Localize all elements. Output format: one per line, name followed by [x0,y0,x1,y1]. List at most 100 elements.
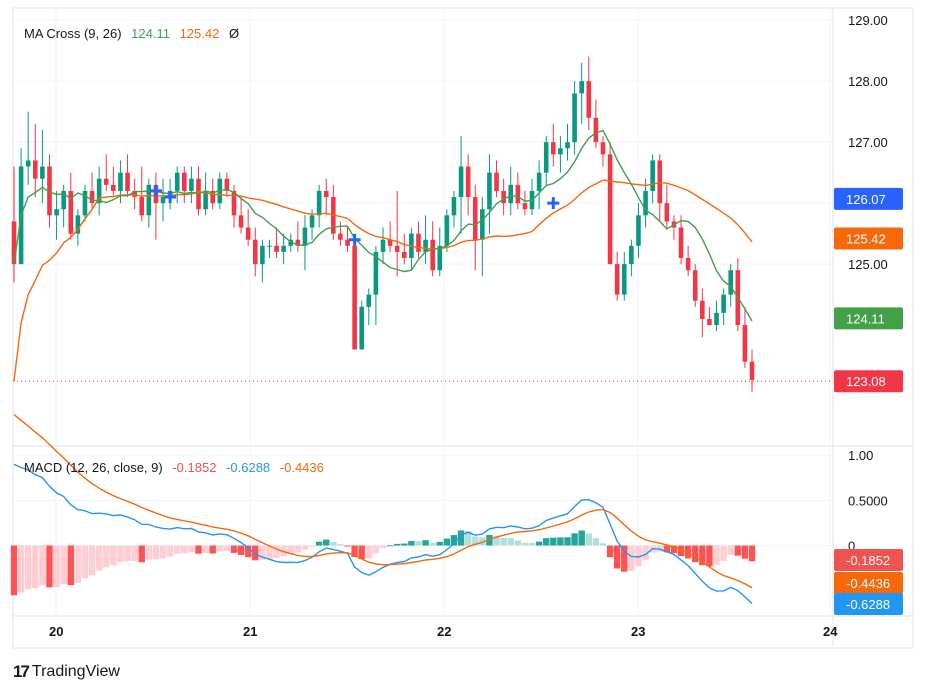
macd-histogram-bar [24,545,32,590]
candle-body [621,264,627,295]
candle-body [189,178,194,191]
candle-body [692,270,698,301]
candle-body [657,160,663,204]
macd-histogram-bar [464,531,472,546]
macd-tag-label: -0.1852 [846,553,890,568]
macd-histogram-bar [74,545,82,583]
macd-tag-label: -0.4436 [846,576,890,591]
macd-histogram-bar [308,545,316,547]
macd-histogram-bar [174,545,181,554]
macd-histogram-bar [32,545,39,589]
macd-hist-value: -0.1852 [172,460,217,475]
candle-body [643,190,648,216]
candle-body [103,178,109,185]
cross-marker-icon [547,197,560,210]
macd-histogram-bar [237,545,245,556]
macd-histogram-bar [351,545,358,557]
macd-histogram-bar [408,540,415,546]
candle-body [118,172,123,191]
candle-body [61,190,66,210]
macd-histogram-bar [81,545,89,579]
macd-histogram-bar [472,536,479,546]
macd-histogram-bar [578,530,585,546]
candle-body [472,197,478,240]
macd-histogram-bar [152,545,160,560]
macd-histogram-bar [706,545,713,567]
candle-body [742,325,748,362]
candle-body [295,239,301,246]
ma-cross-legend: MA Cross (9, 26) 124.11 125.42 Ø [24,26,245,41]
macd-histogram-bar [450,535,458,546]
macd-histogram-bar [294,545,302,553]
macd-histogram-bar [195,545,202,554]
macd-histogram-bar [124,545,131,562]
macd-histogram-bar [67,545,74,586]
macd-tag-label: -0.6288 [846,597,890,612]
macd-histogram-bar [386,545,394,547]
y-tick-label: 0 [848,539,855,554]
y-tick-label: 128.00 [848,74,888,89]
macd-histogram-bar [493,535,500,546]
macd-line-value: -0.6288 [226,460,271,475]
macd-histogram-bar [216,545,223,552]
candle-body [231,190,237,216]
candle-body [572,93,577,143]
macd-histogram-bar [287,545,294,555]
candle-body [551,142,556,155]
macd-histogram-bar [599,543,607,546]
tradingview-logo[interactable]: 17 TradingView [13,662,120,682]
candle-body [274,245,279,252]
candle-body [345,239,350,246]
macd-histogram-bar [635,545,642,567]
macd-histogram-bar [557,537,564,546]
macd-histogram-bar [372,545,380,554]
macd-histogram-bar [734,545,742,556]
macd-signal-value: -0.4436 [279,460,324,475]
y-tick-label: 127.00 [848,135,888,150]
candle-body [380,239,386,252]
candle-body [338,233,343,240]
candle-body [401,251,407,259]
price-tag [834,227,903,250]
macd-histogram-bar [628,545,635,571]
macd-histogram-bar [543,538,550,546]
candle-body [749,361,755,380]
macd-histogram-bar [117,545,124,563]
candle-body [437,245,443,271]
ma-slow-value: 125.42 [179,26,220,41]
macd-histogram-bar [252,545,259,561]
candle-body [210,190,215,204]
candle-body [352,245,357,350]
macd-histogram-bar [166,545,174,557]
macd-histogram-bar [393,543,401,546]
macd-histogram-bar [727,545,734,555]
cross-marker-icon [149,184,162,197]
ma-fast-value: 124.11 [131,26,170,41]
candle-body [366,294,372,307]
candle-body [444,215,450,246]
macd-histogram-bar [500,537,507,546]
chart-frame [12,7,914,649]
price-tag [834,187,903,210]
candle-body [125,172,130,191]
candle-body [359,306,365,350]
price-tag [834,307,903,330]
macd-histogram-bar [202,545,209,554]
macd-histogram-bar [223,545,231,551]
candle-body [579,81,584,94]
candle-body [111,184,116,191]
candle-body [40,166,45,179]
candle-body [11,221,17,265]
candle-body [728,270,734,295]
ma-slow-line [13,179,753,382]
candle-body [543,142,549,173]
candle-body [707,318,712,326]
macd-histogram-bar [535,541,543,546]
macd-histogram-bar [209,545,216,554]
candle-body [96,178,102,204]
macd-histogram-bar [585,533,592,546]
x-tick-label: 21 [243,624,257,639]
macd-histogram-bar [46,545,53,588]
candle-body [593,117,599,143]
